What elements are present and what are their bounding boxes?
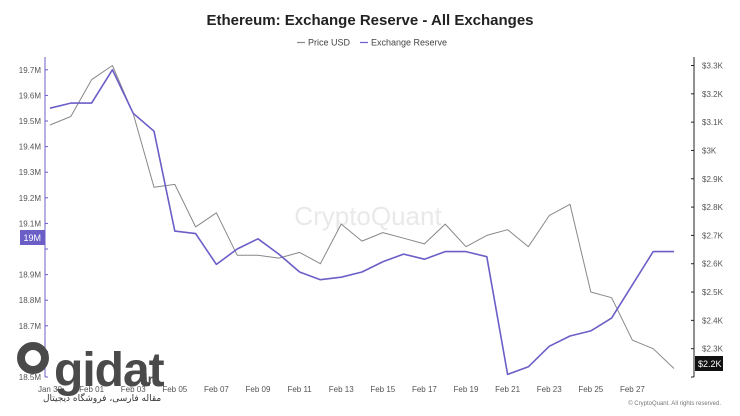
- left-tick-label: 19.1M: [19, 219, 42, 228]
- legend-label-reserve[interactable]: Exchange Reserve: [371, 38, 447, 48]
- x-tick-label: Feb 11: [287, 385, 312, 394]
- left-tick-label: 18.9M: [19, 271, 42, 280]
- left-value-badge-bg: [20, 230, 45, 245]
- left-tick-label: 18.8M: [19, 296, 42, 305]
- x-tick-label: Feb 13: [329, 385, 354, 394]
- site-logo: gidat .ir مقاله فارسی، فروشگاه دیجیتال: [17, 342, 166, 404]
- right-tick-label: $3K: [702, 146, 717, 155]
- logo-ring-icon: [17, 342, 49, 374]
- x-tick-label: Jan 30: [38, 385, 63, 394]
- left-tick-label: 19.5M: [19, 117, 42, 126]
- copyright-text: © CryptoQuant. All rights reserved.: [628, 400, 721, 407]
- x-axis-ticks: Jan 30 Feb 01 Feb 03 Feb 05 Feb 07 Feb 09 Feb …: [38, 385, 645, 394]
- x-tick-label: Feb 27: [620, 385, 645, 394]
- x-tick-label: Feb 21: [495, 385, 520, 394]
- right-value-badge-text: $2.2K: [698, 359, 722, 369]
- chart-title: Ethereum: Exchange Reserve - All Exchang…: [206, 12, 533, 29]
- left-tick-label: 19.3M: [19, 168, 42, 177]
- x-tick-label: Feb 17: [412, 385, 437, 394]
- left-tick-label: 18.5M: [19, 373, 42, 382]
- right-tick-label: $3.2K: [702, 90, 724, 99]
- right-tick-label: $3.1K: [702, 118, 724, 127]
- left-tick-label: 19.4M: [19, 143, 42, 152]
- right-tick-label: $2.9K: [702, 175, 724, 184]
- x-tick-label: Feb 03: [121, 385, 146, 394]
- watermark: CryptoQuant: [294, 201, 442, 231]
- series-line-exchange-reserve: [49, 69, 674, 376]
- right-tick-label: $2.3K: [702, 345, 724, 354]
- right-value-badge: $2.2K: [695, 356, 723, 371]
- left-value-badge: 19M: [20, 230, 45, 245]
- right-axis-ticks: $3.3K $3.2K $3.1K $3K $2.9K $2.8K $2.7K $2.6K $2…: [691, 61, 724, 378]
- right-tick-label: $2.6K: [702, 260, 724, 269]
- series-layer: [49, 65, 675, 376]
- right-tick-label: $2.5K: [702, 288, 724, 297]
- logo-text: gidat: [54, 344, 165, 397]
- logo-subtitle: مقاله فارسی، فروشگاه دیجیتال: [43, 392, 161, 404]
- x-tick-label: Feb 15: [370, 385, 395, 394]
- series-line-price-usd: [49, 65, 675, 369]
- x-tick-label: Feb 01: [79, 385, 104, 394]
- right-tick-label: $2.4K: [702, 316, 724, 325]
- right-tick-label: $2.7K: [702, 231, 724, 240]
- x-tick-label: Feb 23: [537, 385, 562, 394]
- x-tick-label: Feb 09: [246, 385, 271, 394]
- left-value-badge-text: 19M: [23, 233, 41, 243]
- left-tick-label: 18.7M: [19, 322, 42, 331]
- x-tick-label: Feb 05: [162, 385, 187, 394]
- right-value-badge-bg: [695, 356, 723, 371]
- left-tick-label: 19.2M: [19, 194, 42, 203]
- legend-label-price[interactable]: Price USD: [308, 38, 351, 48]
- logo-tld: .ir: [140, 371, 154, 387]
- x-tick-label: Feb 07: [204, 385, 229, 394]
- left-axis-ticks: 19.7M 19.6M 19.5M 19.4M 19.3M 19.2M 19.1M 18.9M…: [19, 66, 48, 382]
- right-tick-label: $2.8K: [702, 203, 724, 212]
- x-tick-label: Feb 19: [454, 385, 479, 394]
- left-tick-label: 19.7M: [19, 66, 42, 75]
- right-tick-label: $3.3K: [702, 61, 724, 70]
- left-tick-label: 19.6M: [19, 91, 42, 100]
- x-tick-label: Feb 25: [578, 385, 603, 394]
- legend: Price USD Exchange Reserve: [297, 38, 447, 48]
